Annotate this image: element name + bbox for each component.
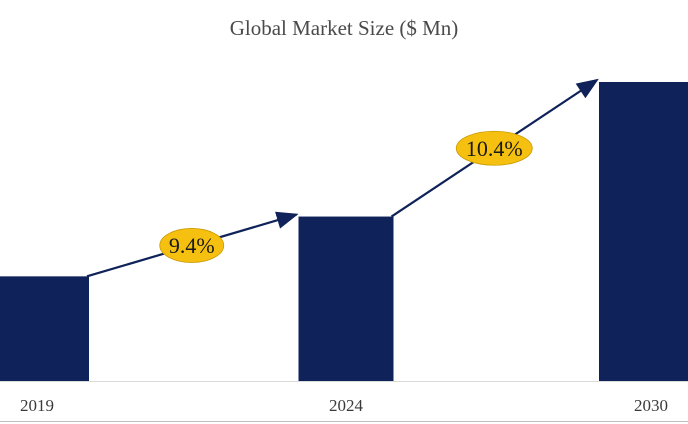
cagr-badge-2	[455, 130, 533, 166]
x-tick-label-2024: 2024	[329, 396, 364, 415]
x-tick-label-2030: 2030	[634, 396, 668, 415]
cagr-label-1: 9.4%	[169, 233, 215, 258]
x-tick-label-2019: 2019	[20, 396, 54, 415]
chart-title: Global Market Size ($ Mn)	[229, 16, 459, 40]
bar-2019	[0, 276, 89, 381]
cagr-label-2: 10.4%	[466, 136, 523, 161]
cagr-badge-1	[159, 228, 225, 263]
bar-2024	[298, 216, 394, 381]
bar-2030	[599, 82, 688, 381]
